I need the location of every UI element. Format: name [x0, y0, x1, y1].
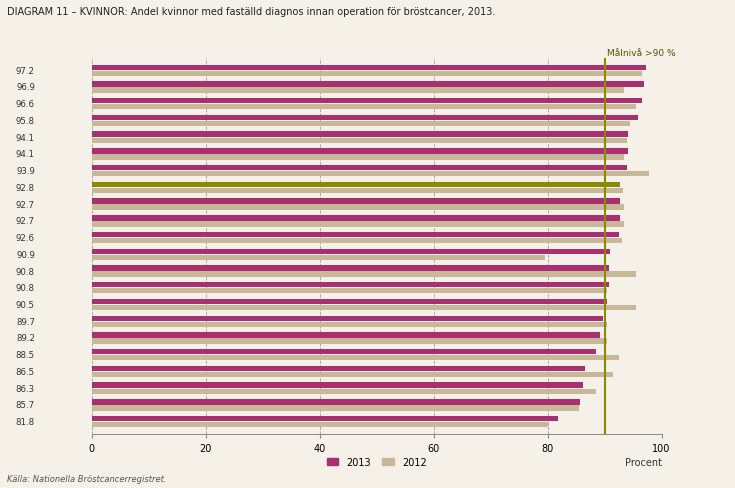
Bar — [92, 305, 636, 310]
Text: 90.9: 90.9 — [16, 250, 35, 259]
Bar — [92, 216, 620, 221]
Bar — [92, 316, 603, 321]
Bar — [92, 239, 622, 244]
Bar — [92, 339, 607, 344]
Bar — [92, 222, 625, 227]
Bar — [92, 65, 645, 71]
Bar — [92, 232, 620, 238]
Text: 90.5: 90.5 — [16, 301, 35, 309]
Text: 94.1: 94.1 — [16, 150, 35, 159]
Bar — [92, 406, 579, 411]
Bar — [92, 71, 642, 77]
Bar — [92, 105, 636, 110]
Bar — [92, 416, 558, 422]
Text: Källa: Nationella Bröstcancerregistret.: Källa: Nationella Bröstcancerregistret. — [7, 474, 167, 483]
Text: 92.6: 92.6 — [16, 234, 35, 243]
Text: 89.2: 89.2 — [16, 334, 35, 343]
Bar — [92, 266, 609, 271]
Text: 92.8: 92.8 — [16, 183, 35, 192]
Bar — [92, 333, 600, 338]
Bar — [92, 299, 607, 305]
Text: 90.8: 90.8 — [16, 267, 35, 276]
Bar — [92, 422, 548, 427]
Text: 93.9: 93.9 — [16, 167, 35, 176]
Text: 92.7: 92.7 — [16, 217, 35, 226]
Bar — [92, 138, 627, 143]
Text: 95.8: 95.8 — [16, 117, 35, 126]
Bar — [92, 283, 609, 288]
Text: Målnivå >90 %: Målnivå >90 % — [607, 49, 676, 58]
Text: 96.6: 96.6 — [16, 100, 35, 109]
Bar — [92, 88, 625, 94]
Bar — [92, 389, 596, 394]
Bar — [92, 383, 584, 388]
Text: 97.2: 97.2 — [16, 66, 35, 76]
Bar — [92, 199, 620, 204]
Bar — [92, 99, 642, 104]
Text: 90.8: 90.8 — [16, 284, 35, 293]
Text: 89.7: 89.7 — [16, 317, 35, 326]
Legend: 2013, 2012: 2013, 2012 — [327, 457, 426, 467]
Text: 85.7: 85.7 — [15, 401, 35, 409]
Bar — [92, 183, 620, 188]
Text: DIAGRAM 11 – KVINNOR: Andel kvinnor med faställd diagnos innan operation för brö: DIAGRAM 11 – KVINNOR: Andel kvinnor med … — [7, 7, 495, 17]
Text: 88.5: 88.5 — [15, 350, 35, 360]
Text: 81.8: 81.8 — [15, 417, 35, 427]
Bar — [92, 255, 545, 261]
Bar — [92, 116, 637, 121]
Bar — [92, 82, 644, 87]
Bar — [92, 172, 649, 177]
Bar — [92, 132, 628, 138]
Bar — [92, 205, 625, 210]
Bar — [92, 249, 609, 254]
Bar — [92, 122, 630, 127]
Text: 94.1: 94.1 — [16, 133, 35, 142]
Bar — [92, 288, 607, 294]
Bar — [92, 366, 584, 371]
Text: 96.9: 96.9 — [16, 83, 35, 92]
Bar — [92, 165, 627, 171]
Bar — [92, 272, 636, 277]
Text: 92.7: 92.7 — [16, 200, 35, 209]
Bar — [92, 372, 613, 377]
Bar — [92, 355, 619, 361]
Text: Procent: Procent — [625, 457, 662, 467]
Bar — [92, 155, 625, 160]
Bar — [92, 399, 580, 405]
Bar — [92, 322, 607, 327]
Bar — [92, 349, 596, 355]
Text: 86.3: 86.3 — [15, 384, 35, 393]
Text: 86.5: 86.5 — [15, 367, 35, 376]
Bar — [92, 149, 628, 154]
Bar — [92, 188, 623, 194]
